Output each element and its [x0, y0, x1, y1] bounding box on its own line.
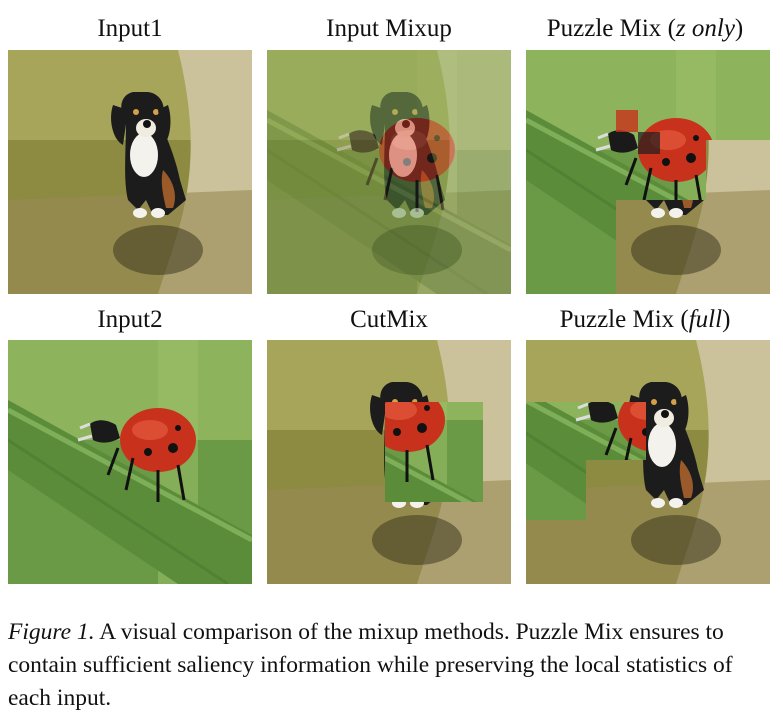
puzzle-mix-z-only-image — [526, 50, 770, 294]
puzzle-mix-z-main-label: Puzzle Mix — [546, 15, 662, 42]
puzzle-mix-z-variant-label: z only — [675, 15, 735, 42]
puzzle-mix-full-main-label: Puzzle Mix — [559, 306, 675, 333]
puzzle-mix-z-only-title: Puzzle Mix (z only) — [520, 14, 770, 44]
input-mixup-title: Input Mixup — [326, 15, 452, 42]
figure-caption: Figure 1. A visual comparison of the mix… — [8, 616, 778, 715]
puzzle-mix-full-title: Puzzle Mix (full) — [520, 305, 770, 335]
input2-title: Input2 — [97, 306, 163, 333]
puzzle-mix-full-paren-open: ( — [680, 306, 689, 333]
puzzle-mix-full-image — [526, 340, 770, 584]
input1-image — [8, 50, 252, 294]
puzzle-mix-z-paren-close: ) — [734, 15, 744, 42]
caption-text: A visual comparison of the mixup methods… — [8, 619, 733, 711]
puzzle-mix-full-paren-close: ) — [722, 306, 731, 333]
puzzle-mix-z-paren-open: ( — [667, 15, 676, 42]
cutmix-title: CutMix — [350, 306, 428, 333]
figure-label: Figure 1. — [8, 619, 95, 645]
input-mixup-image — [267, 50, 511, 294]
input2-image — [8, 340, 252, 584]
puzzle-mix-full-variant-label: full — [688, 306, 723, 333]
input1-title: Input1 — [97, 15, 163, 42]
cutmix-image — [267, 340, 511, 584]
